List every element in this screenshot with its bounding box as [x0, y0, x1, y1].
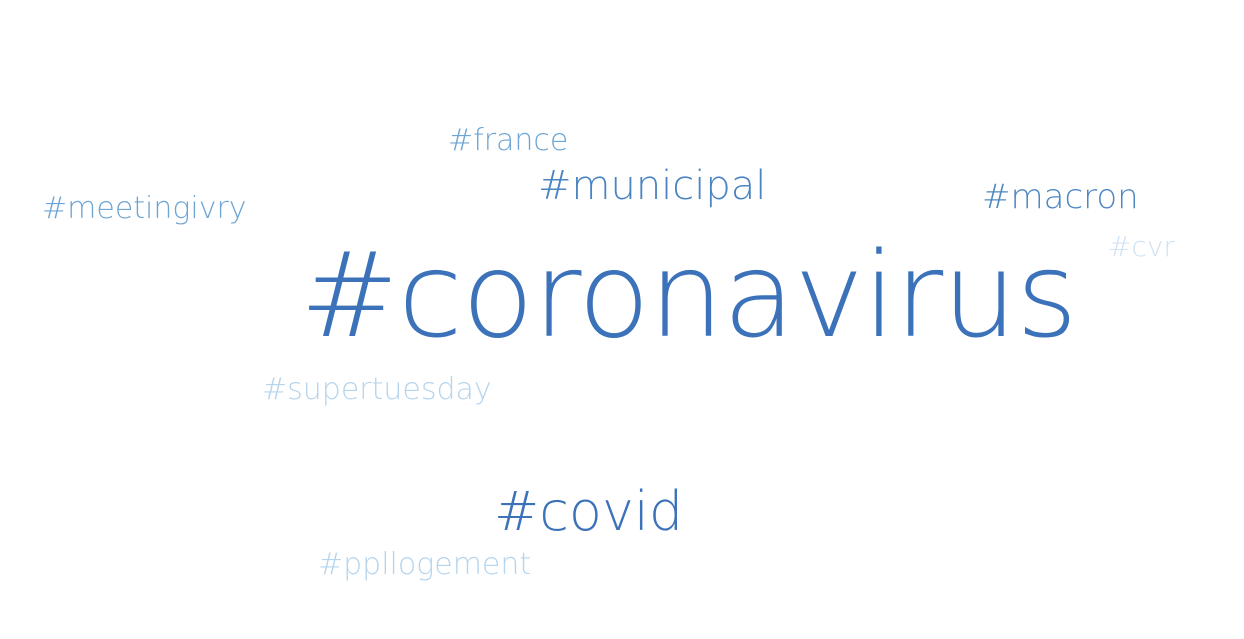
word-macron: #macron [982, 177, 1139, 217]
word-covid: #covid [494, 480, 684, 543]
word-cvr: #cvr [1108, 230, 1175, 263]
word-ppllogement: #ppllogement [318, 547, 532, 582]
word-meetingivry: #meetingivry [42, 191, 247, 226]
word-municipal: #municipal [538, 163, 767, 209]
word-supertuesday: #supertuesday [262, 372, 492, 407]
word-france: #france [448, 123, 569, 158]
word-coronavirus: #coronavirus [300, 226, 1078, 364]
